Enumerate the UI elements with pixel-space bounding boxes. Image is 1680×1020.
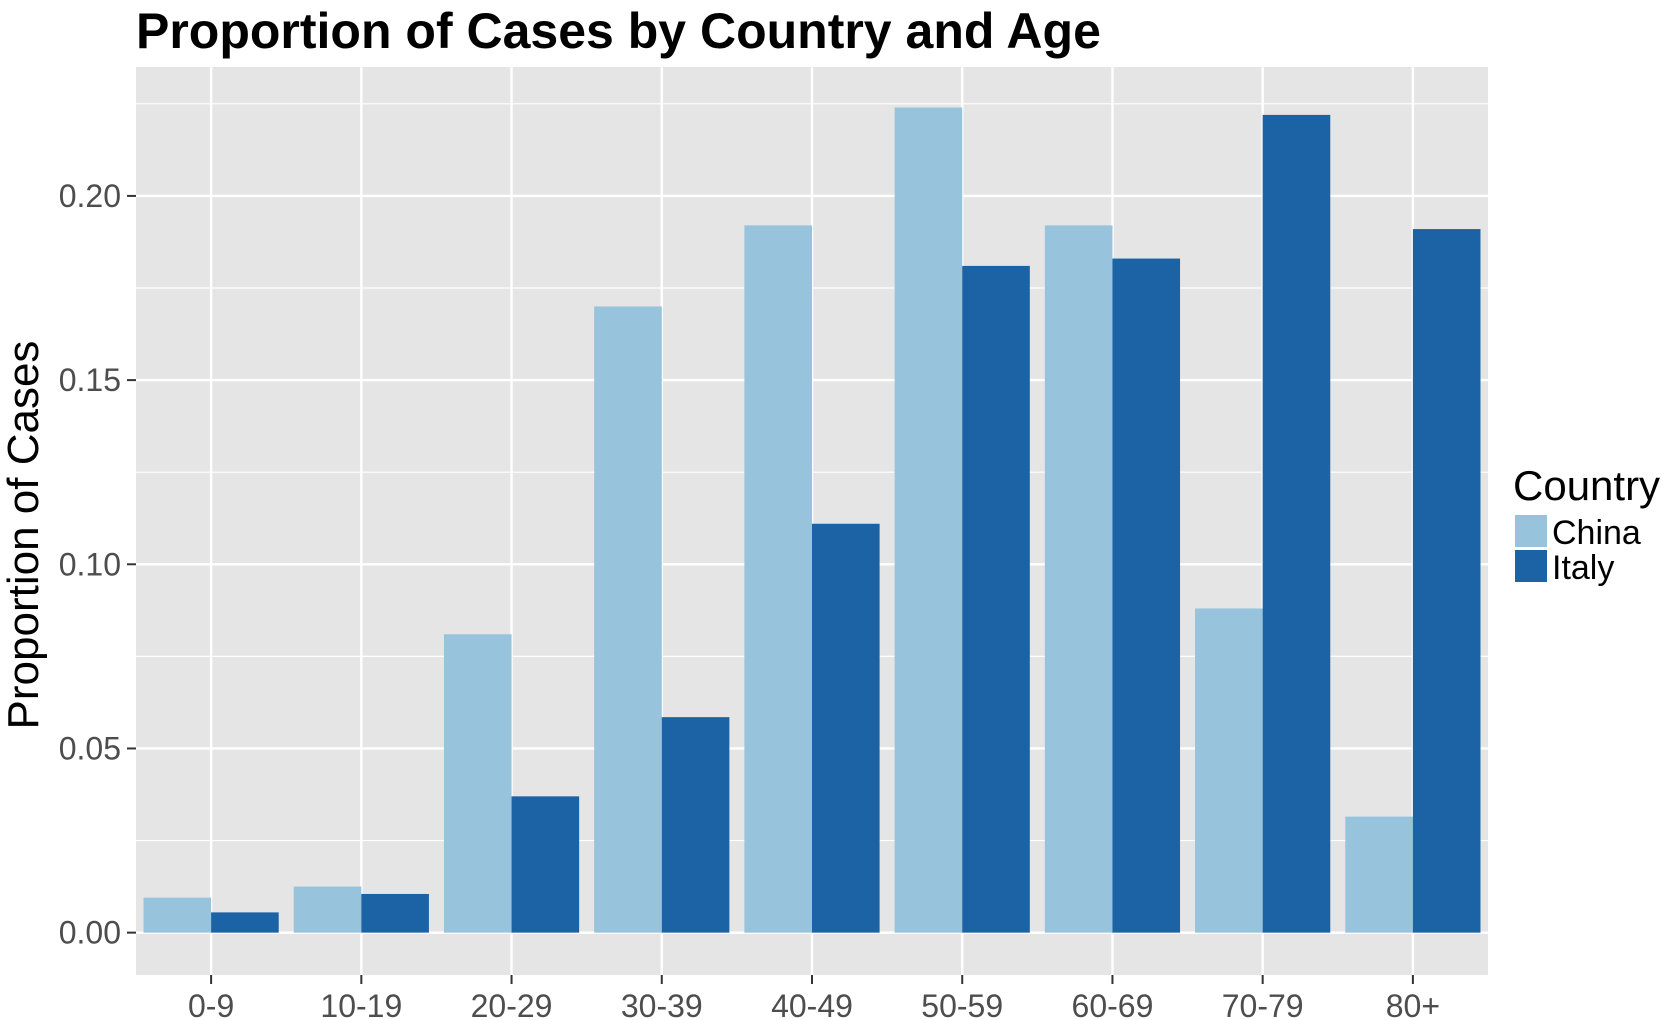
- bar-italy-70-79: [1262, 114, 1331, 933]
- bar-italy-50-59: [962, 265, 1030, 933]
- bar-italy-40-49: [812, 523, 880, 933]
- bar-china-80+: [1345, 816, 1413, 933]
- bar-italy-60-69: [1112, 258, 1181, 933]
- bar-italy-10-19: [361, 893, 429, 933]
- chart-title: Proportion of Cases by Country and Age: [136, 3, 1101, 59]
- y-tick-label: 0.10: [59, 546, 121, 582]
- x-tick-label: 10-19: [320, 988, 402, 1020]
- y-tick-label: 0.00: [59, 915, 121, 951]
- bar-italy-20-29: [511, 796, 580, 933]
- bars: [143, 107, 1481, 933]
- bar-italy-30-39: [661, 717, 730, 933]
- x-tick-label: 30-39: [621, 988, 703, 1020]
- bar-china-60-69: [1044, 225, 1113, 933]
- bar-china-10-19: [293, 886, 362, 933]
- legend-swatch-china: [1515, 515, 1547, 547]
- y-tick-label: 0.15: [59, 362, 121, 398]
- bar-italy-80+: [1412, 229, 1481, 933]
- x-tick-label: 40-49: [771, 988, 853, 1020]
- legend-label-china: China: [1552, 514, 1641, 552]
- bar-china-50-59: [894, 107, 963, 933]
- x-tick-label: 70-79: [1222, 988, 1304, 1020]
- bar-china-40-49: [744, 225, 812, 933]
- x-axis: 0-9 10-19 20-29 30-39 40-49 50-59 60-69 70-79 80…: [188, 975, 1440, 1020]
- x-tick-label: 50-59: [921, 988, 1003, 1020]
- y-axis: 0.00 0.05 0.10 0.15 0.20: [59, 178, 136, 951]
- legend-swatch-italy: [1515, 550, 1547, 582]
- x-tick-label: 20-29: [471, 988, 553, 1020]
- x-tick-label: 60-69: [1072, 988, 1154, 1020]
- legend: Country China Italy: [1513, 462, 1660, 587]
- bar-china-20-29: [443, 634, 512, 933]
- x-tick-label: 0-9: [188, 988, 234, 1020]
- x-tick-label: 80+: [1386, 988, 1440, 1020]
- legend-title: Country: [1513, 462, 1660, 509]
- y-tick-label: 0.20: [59, 178, 121, 214]
- bar-china-70-79: [1195, 608, 1263, 933]
- y-tick-label: 0.05: [59, 730, 121, 766]
- legend-label-italy: Italy: [1552, 549, 1614, 587]
- bar-italy-0-9: [211, 912, 279, 933]
- bar-china-30-39: [594, 306, 662, 933]
- y-axis-title: Proportion of Cases: [0, 341, 48, 730]
- bar-china-0-9: [143, 897, 212, 933]
